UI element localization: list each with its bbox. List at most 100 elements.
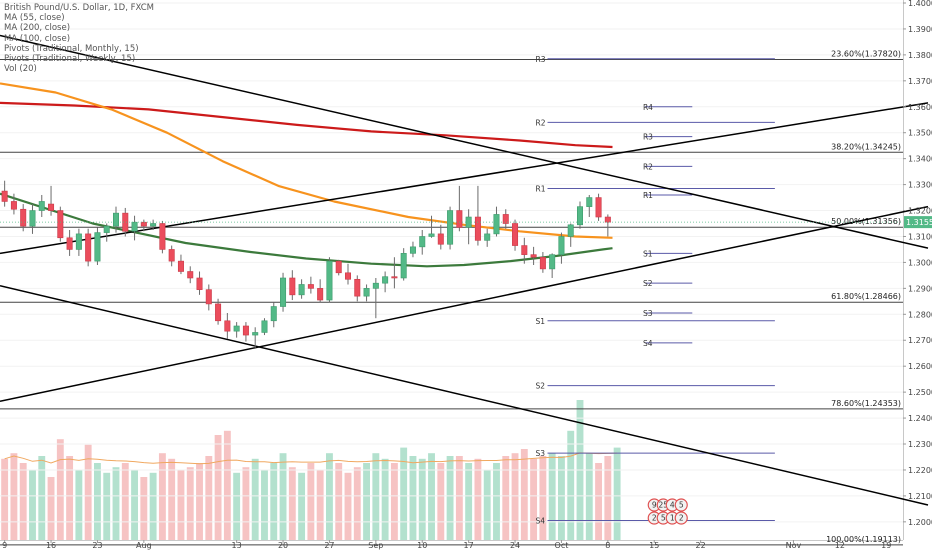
candle-down	[512, 219, 519, 251]
candle-up	[233, 322, 240, 338]
candle-down	[289, 270, 296, 301]
time-tick-label: 19	[881, 541, 891, 550]
event-badge-circle	[674, 498, 688, 512]
volume-bar	[307, 463, 315, 540]
volume-bar	[47, 477, 55, 540]
volume-bar	[223, 430, 231, 540]
candle-body	[159, 223, 166, 250]
fib-level-label: 23.60%(1.37820)	[831, 50, 901, 59]
candle-body	[75, 233, 82, 250]
candle-body	[140, 221, 147, 227]
volume-bar	[585, 453, 593, 540]
volume-bar	[437, 463, 445, 540]
price-tick-label: 1.35000	[908, 129, 932, 138]
volume-bar	[29, 470, 36, 540]
candle-down	[20, 204, 27, 232]
volume-bar	[251, 458, 259, 540]
volume-bar	[233, 472, 241, 540]
volume-bar	[158, 453, 166, 540]
price-tick-label: 1.25000	[908, 388, 932, 397]
fib-level-label: 78.60%(1.24353)	[831, 399, 901, 408]
candle-up	[326, 257, 333, 303]
candle-body	[354, 278, 361, 297]
candle-up	[75, 228, 82, 256]
volume-bar	[270, 463, 278, 540]
candle-body	[474, 216, 481, 241]
candle-down	[85, 228, 92, 267]
price-tick-label: 1.29000	[908, 284, 932, 293]
volume-bar	[75, 470, 83, 540]
candle-up	[94, 227, 101, 266]
volume-bar	[168, 458, 176, 540]
candle-body	[29, 210, 36, 227]
time-axis[interactable]: 9 16 23 Aug 13 20 27 Sep 10 17 24 Oct 8 15 22 Nov 12 19	[2, 540, 891, 550]
volume-bar	[149, 472, 157, 540]
ma-200-line	[0, 101, 613, 149]
legend-pivots-weekly[interactable]: Pivots (Traditional, Weekly, 15)	[4, 54, 136, 65]
event-badges[interactable]: 9 25 4 52 5 1 2	[647, 498, 688, 525]
candle-body	[317, 288, 324, 301]
legend-title[interactable]: British Pound/U.S. Dollar, 1D, FXCM	[4, 3, 154, 13]
event-badge-label: 4	[670, 501, 675, 510]
volume-bar	[428, 453, 435, 540]
weekly-pivot-label: R2	[643, 162, 653, 171]
event-badge[interactable]: 1	[665, 511, 679, 525]
candle-up	[400, 248, 407, 281]
candle-up	[382, 271, 389, 293]
candle-down	[196, 271, 203, 295]
candle-up	[484, 228, 491, 247]
legend-ma-55[interactable]: MA (55, close)	[4, 13, 65, 24]
event-badge[interactable]: 5	[656, 511, 670, 525]
price-tick-label: 1.22000	[908, 466, 932, 475]
candle-down	[317, 279, 324, 303]
candle-down	[521, 237, 528, 264]
price-tick-label: 1.28000	[908, 310, 932, 319]
event-badge-label: 9	[652, 501, 657, 510]
monthly-pivot-label: R1	[536, 184, 546, 193]
candle-body	[242, 325, 249, 336]
volume-bar	[103, 472, 111, 540]
candle-down	[57, 206, 64, 242]
legend-volume[interactable]: Vol (20)	[4, 64, 37, 75]
candle-body	[131, 221, 138, 232]
candle-up	[576, 201, 583, 229]
legend-pivots-monthly[interactable]: Pivots (Traditional, Monthly, 15)	[4, 43, 139, 54]
candle-up	[298, 279, 305, 299]
candle-down	[187, 266, 194, 284]
candle-body	[10, 201, 17, 210]
volume-bar	[400, 447, 408, 540]
time-tick-label: 24	[510, 541, 520, 550]
volume-bar	[363, 463, 370, 540]
candle-body	[38, 201, 45, 211]
volume-bar	[131, 470, 138, 540]
event-badge-circle	[674, 511, 688, 525]
candle-body	[512, 223, 519, 246]
price-tick-label: 1.39000	[908, 25, 932, 34]
candle-down	[48, 185, 55, 216]
trendline	[0, 285, 929, 506]
volume-bar	[511, 453, 519, 540]
price-axis[interactable]: 1.20000 1.21000 1.22000 1.23000 1.24000 1.250…	[0, 0, 932, 527]
legend-ma-100[interactable]: MA (100, close)	[4, 33, 71, 44]
candle-down	[122, 207, 129, 237]
candle-body	[298, 284, 305, 296]
event-badge[interactable]: 5	[674, 498, 688, 512]
volume-bar	[38, 456, 46, 540]
volume-bar	[56, 439, 64, 540]
candle-up	[270, 302, 277, 328]
candle-body	[187, 271, 194, 279]
time-tick-label: 13	[232, 541, 242, 550]
time-tick-label: 8	[605, 541, 610, 550]
event-badge[interactable]: 2	[674, 511, 688, 525]
candle-down	[391, 257, 398, 289]
candle-up	[29, 204, 36, 234]
price-tick-label: 1.36000	[908, 103, 932, 112]
candle-body	[205, 289, 212, 305]
volume-bar	[372, 453, 380, 540]
legend-ma-200[interactable]: MA (200, close)	[4, 23, 71, 34]
volume-bar	[381, 458, 389, 540]
candle-down	[604, 214, 611, 237]
volume-bar	[288, 467, 296, 540]
candle-body	[595, 197, 602, 218]
